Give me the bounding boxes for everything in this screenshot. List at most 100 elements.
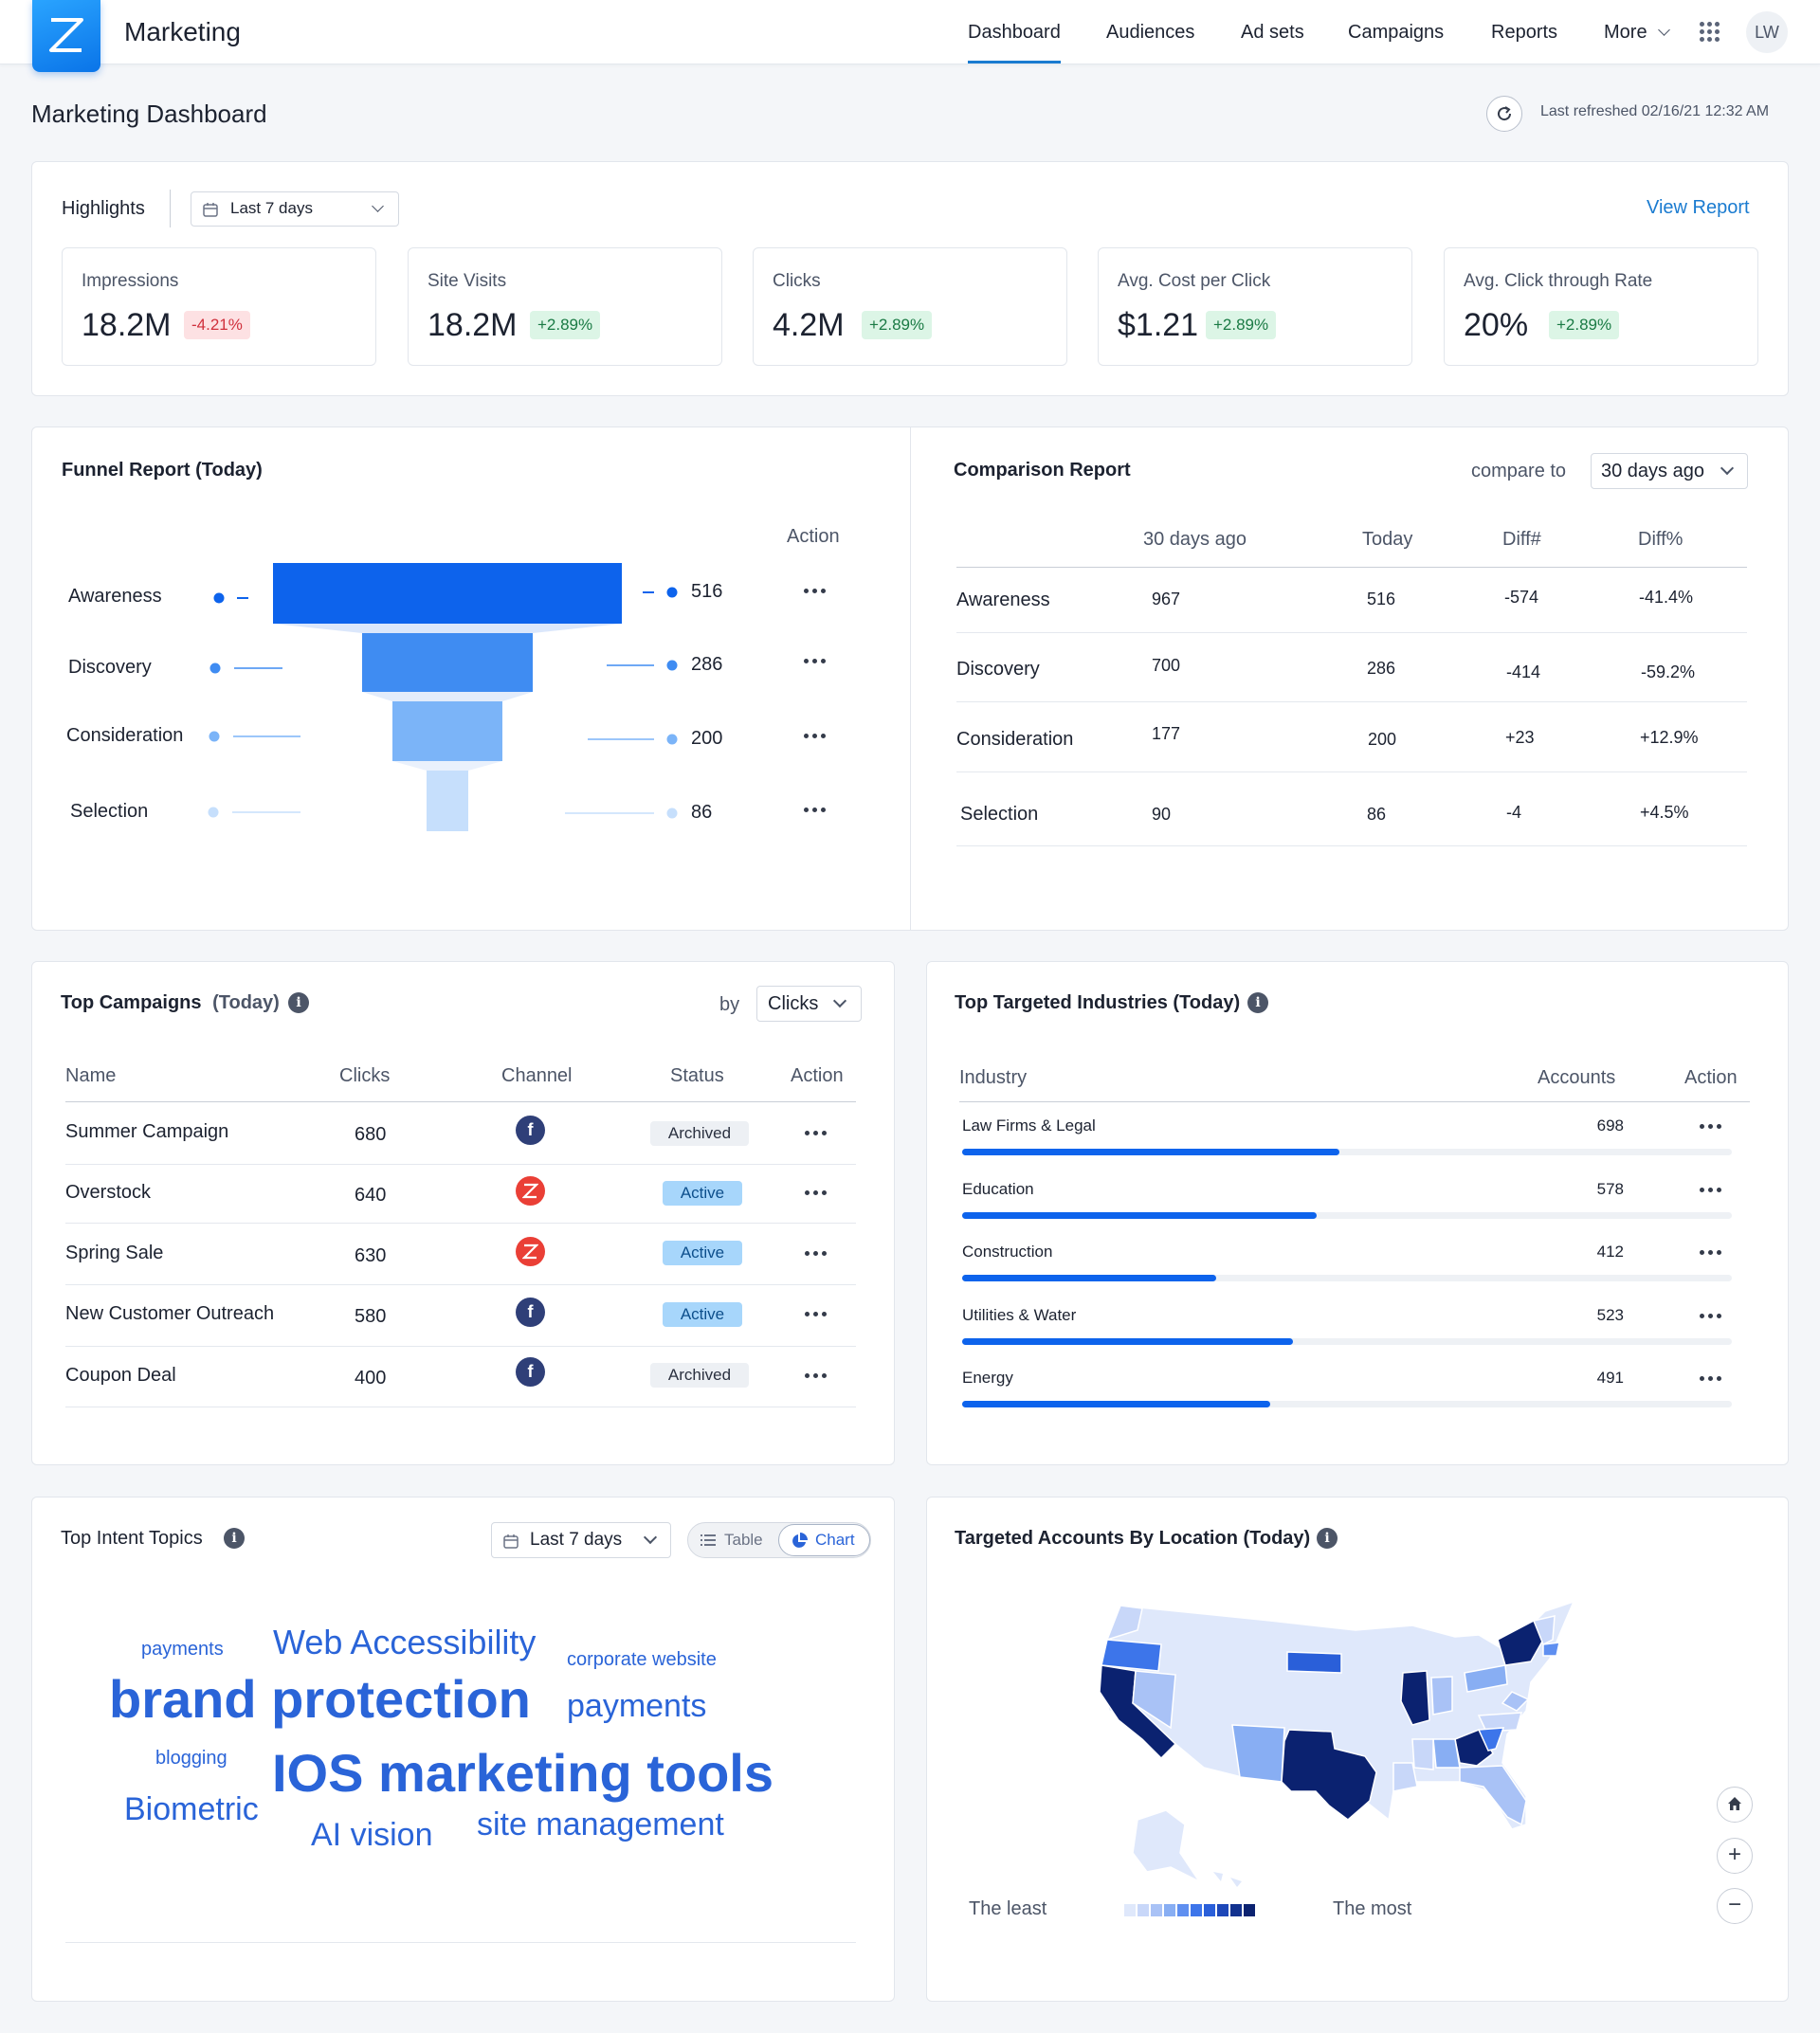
map-zoom-out-button[interactable]: − [1717, 1888, 1753, 1924]
nav-reports[interactable]: Reports [1491, 22, 1558, 43]
more-actions-icon[interactable] [1700, 1124, 1724, 1130]
comparison-prev: 700 [1152, 656, 1181, 675]
chart-baseline [65, 1942, 856, 1943]
industry-bar-track [962, 1275, 1732, 1281]
row-rule [956, 771, 1747, 772]
more-actions-icon[interactable] [805, 1251, 829, 1257]
intent-word[interactable]: Biometric [124, 1791, 259, 1827]
funnel-stage-value: 200 [691, 728, 723, 749]
more-actions-icon[interactable] [1700, 1187, 1724, 1193]
campaign-name[interactable]: Overstock [65, 1182, 152, 1203]
more-actions-icon[interactable] [1700, 1250, 1724, 1256]
comparison-pct: -59.2% [1641, 663, 1696, 681]
legend-swatch [1230, 1904, 1242, 1916]
funnel-dot [208, 807, 219, 818]
campaigns-metric-select[interactable]: Clicks [756, 986, 862, 1022]
compare-period-select[interactable]: 30 days ago [1591, 453, 1748, 489]
industry-name: Construction [962, 1243, 1053, 1261]
compare-to-label: compare to [1471, 461, 1567, 481]
campaign-clicks: 580 [355, 1306, 387, 1327]
refresh-button[interactable] [1486, 96, 1522, 132]
intent-word[interactable]: AI vision [311, 1817, 433, 1853]
campaign-name[interactable]: Summer Campaign [65, 1121, 229, 1142]
intent-word[interactable]: blogging [155, 1748, 228, 1769]
facebook-icon: f [516, 1298, 545, 1327]
more-actions-icon[interactable] [804, 659, 828, 664]
nav-more[interactable]: More [1604, 22, 1647, 43]
intent-word[interactable]: payments [567, 1688, 707, 1724]
row-rule [956, 845, 1747, 846]
state-south-carolina [1477, 1727, 1505, 1752]
pie-chart-icon [792, 1533, 808, 1548]
intent-word[interactable]: payments [141, 1639, 224, 1660]
comparison-pct: +4.5% [1640, 803, 1689, 822]
nav-ad-sets[interactable]: Ad sets [1241, 22, 1304, 43]
map-zoom-in-button[interactable]: + [1717, 1838, 1753, 1874]
highlights-range-select[interactable]: Last 7 days [191, 191, 399, 227]
apps-grid-icon[interactable] [1700, 22, 1720, 43]
more-actions-icon[interactable] [805, 1312, 829, 1317]
info-icon[interactable]: i [1247, 992, 1268, 1013]
row-rule [65, 1284, 856, 1285]
more-actions-icon[interactable] [805, 1190, 829, 1196]
info-icon[interactable]: i [1317, 1528, 1338, 1549]
kpi-label: Site Visits [428, 271, 507, 291]
comparison-prev: 177 [1152, 724, 1181, 743]
row-rule [65, 1223, 856, 1224]
nav-dashboard[interactable]: Dashboard [968, 22, 1061, 64]
intent-range-select[interactable]: Last 7 days [491, 1522, 671, 1558]
more-actions-icon[interactable] [804, 589, 828, 594]
legend-swatch [1138, 1904, 1149, 1916]
map-home-button[interactable] [1717, 1787, 1753, 1823]
more-actions-icon[interactable] [1700, 1313, 1724, 1319]
more-actions-icon[interactable] [804, 808, 828, 813]
comparison-header: Diff% [1638, 529, 1684, 550]
funnel-stage-value: 516 [691, 581, 723, 602]
status-badge: Archived [650, 1363, 749, 1388]
more-actions-icon[interactable] [1700, 1376, 1724, 1382]
intent-word[interactable]: corporate website [567, 1649, 717, 1670]
comparison-today: 516 [1367, 590, 1396, 608]
intent-word[interactable]: site management [477, 1806, 724, 1842]
campaigns-title: Top Campaigns (Today) [61, 992, 280, 1014]
intent-word[interactable]: brand protection [109, 1669, 531, 1729]
campaigns-header: Action [791, 1065, 844, 1086]
state-vermont [1532, 1615, 1556, 1646]
more-actions-icon[interactable] [805, 1131, 829, 1136]
campaign-name[interactable]: New Customer Outreach [65, 1303, 275, 1324]
funnel-bar-selection [427, 771, 468, 831]
intent-word[interactable]: Web Accessibility [273, 1623, 537, 1661]
state-nevada [1132, 1670, 1176, 1730]
nav-campaigns[interactable]: Campaigns [1348, 22, 1445, 43]
nav-audiences[interactable]: Audiences [1106, 22, 1195, 43]
industry-accounts: 412 [1596, 1243, 1624, 1261]
intent-title: Top Intent Topics [61, 1528, 203, 1549]
info-icon[interactable]: i [224, 1528, 245, 1549]
campaign-clicks: 680 [355, 1124, 387, 1145]
info-icon[interactable]: i [288, 992, 309, 1013]
more-actions-icon[interactable] [805, 1373, 829, 1379]
kpi-avg-ctr: Avg. Click through Rate 20% +2.89% [1444, 247, 1758, 366]
intent-word[interactable]: IOS marketing tools [272, 1743, 774, 1803]
toggle-table[interactable]: Table [724, 1531, 763, 1549]
industries-title: Top Targeted Industries (Today) [955, 992, 1241, 1013]
campaign-name[interactable]: Spring Sale [65, 1243, 164, 1263]
kpi-avg-cost-per-click: Avg. Cost per Click $1.21 +2.89% [1098, 247, 1412, 366]
comparison-diff: -574 [1504, 588, 1539, 607]
zoominfo-logo[interactable] [32, 0, 100, 72]
comparison-header: Diff# [1502, 529, 1541, 550]
table-header-rule [959, 1101, 1750, 1102]
industry-accounts: 698 [1596, 1116, 1624, 1134]
more-actions-icon[interactable] [804, 734, 828, 739]
us-choropleth-map[interactable] [1081, 1597, 1611, 1891]
industry-bar-fill [962, 1211, 1317, 1219]
campaign-name[interactable]: Coupon Deal [65, 1365, 176, 1386]
comparison-stage: Discovery [956, 659, 1040, 680]
industries-header: Industry [959, 1067, 1028, 1088]
view-report-link[interactable]: View Report [1647, 197, 1750, 218]
table-header-rule [65, 1101, 856, 1102]
industry-bar-fill [962, 1149, 1339, 1155]
toggle-chart[interactable]: Chart [815, 1531, 855, 1549]
user-avatar[interactable]: LW [1746, 11, 1788, 53]
location-title: Targeted Accounts By Location (Today) [955, 1528, 1311, 1549]
